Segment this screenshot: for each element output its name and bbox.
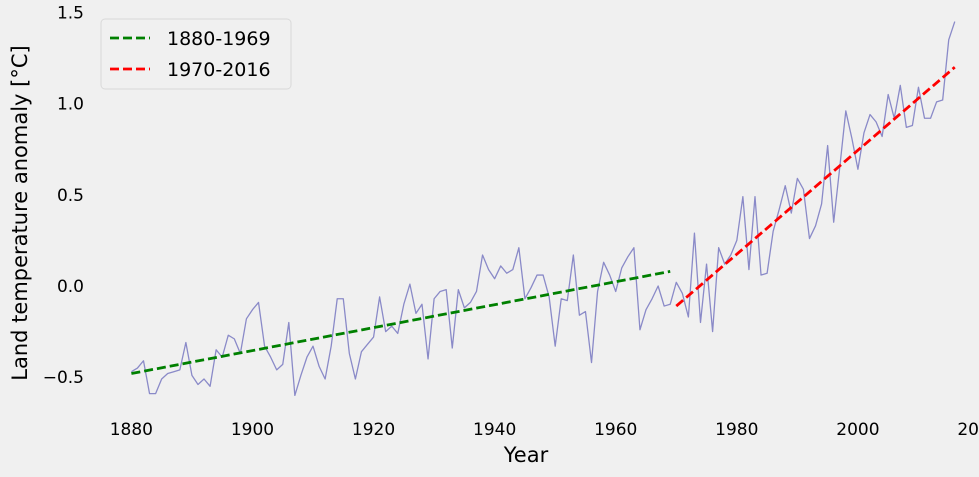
y-tick-label: 0.0 [57, 277, 84, 297]
trend-line-1970-2016 [675, 66, 956, 308]
y-tick-label: 0.5 [57, 186, 84, 206]
legend-label-1970-2016: 1970-2016 [167, 59, 271, 81]
series-line-anomaly [131, 21, 956, 397]
x-tick-label: 1880 [110, 420, 153, 440]
x-tick-label: 1980 [715, 420, 758, 440]
y-tick-label: 1.0 [57, 95, 84, 115]
x-tick-label: 1920 [352, 420, 395, 440]
trend-line-1880-1969 [131, 270, 671, 375]
x-axis-title: Year [503, 443, 549, 467]
x-tick-label: 1960 [594, 420, 637, 440]
x-tick-label: 2000 [836, 420, 879, 440]
x-tick-labels: 1880 1900 1920 1940 1960 1980 2000 2020 [110, 420, 979, 440]
y-tick-labels: −0.5 0.0 0.5 1.0 1.5 [43, 3, 84, 388]
x-tick-label: 1900 [231, 420, 274, 440]
x-tick-label: 2020 [957, 420, 979, 440]
legend: 1880-1969 1970-2016 [100, 18, 292, 90]
legend-box [100, 18, 292, 90]
y-tick-label: 1.5 [57, 3, 84, 23]
series-layer [131, 21, 956, 397]
legend-label-1880-1969: 1880-1969 [167, 28, 271, 50]
x-tick-label: 1940 [473, 420, 516, 440]
y-axis-title: Land temperature anomaly [°C] [8, 45, 32, 380]
y-tick-label: −0.5 [43, 368, 84, 388]
